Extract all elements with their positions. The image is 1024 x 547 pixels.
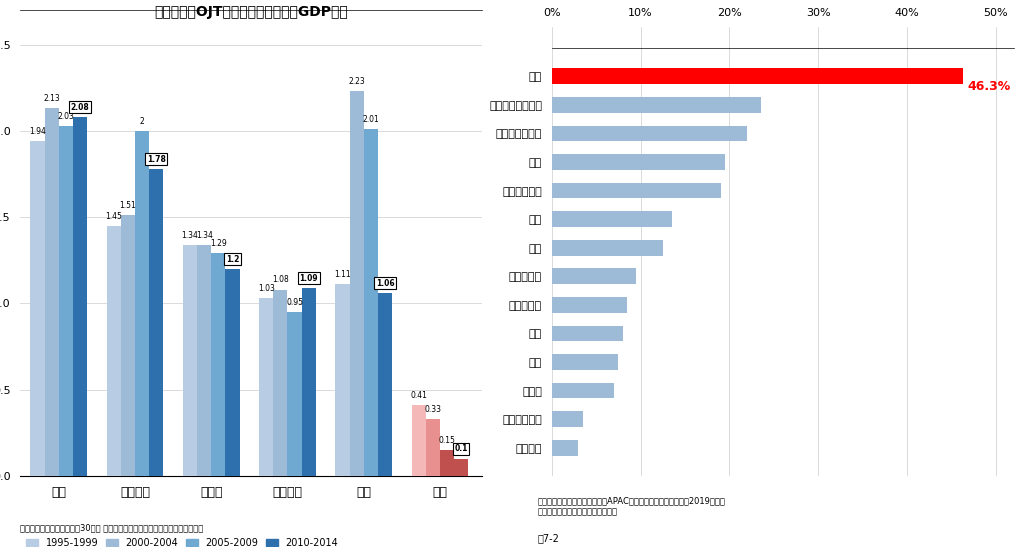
Bar <box>552 211 672 227</box>
Text: 2.13: 2.13 <box>43 94 60 103</box>
Bar <box>336 284 349 476</box>
Bar <box>211 253 225 476</box>
Bar <box>259 298 273 476</box>
Text: 2.08: 2.08 <box>71 103 89 112</box>
Title: 人材投資（OJT以外）の国際比較（GDP比）: 人材投資（OJT以外）の国際比較（GDP比） <box>155 5 348 19</box>
Legend: 1995-1999, 2000-2004, 2005-2009, 2010-2014: 1995-1999, 2000-2004, 2005-2009, 2010-20… <box>23 534 342 547</box>
Text: 1.09: 1.09 <box>299 274 318 283</box>
Bar <box>183 245 197 476</box>
Text: 1.11: 1.11 <box>334 270 351 279</box>
Bar <box>552 440 579 456</box>
Bar <box>106 226 121 476</box>
Bar <box>552 126 748 141</box>
Bar <box>135 131 150 476</box>
Bar <box>364 129 378 476</box>
Text: 1.51: 1.51 <box>120 201 136 210</box>
Bar <box>73 117 87 476</box>
Bar <box>552 97 761 113</box>
Bar <box>455 458 468 476</box>
Bar <box>412 405 426 476</box>
Bar <box>552 325 623 341</box>
Bar <box>552 383 614 398</box>
Bar <box>31 141 44 476</box>
Bar <box>225 269 240 476</box>
Bar <box>302 288 315 476</box>
Text: 1.06: 1.06 <box>376 279 394 288</box>
Bar <box>288 312 302 476</box>
Text: 資7-2: 資7-2 <box>538 533 559 544</box>
Text: 0.1: 0.1 <box>455 445 468 453</box>
Bar <box>552 68 964 84</box>
Bar <box>44 108 58 476</box>
Bar <box>552 411 583 427</box>
Text: 0.41: 0.41 <box>411 391 427 400</box>
Text: 1.29: 1.29 <box>210 239 226 248</box>
Bar <box>273 289 288 476</box>
Bar <box>150 169 163 476</box>
Bar <box>552 154 725 170</box>
Text: 2.03: 2.03 <box>57 112 74 120</box>
Text: 1.34: 1.34 <box>196 230 213 240</box>
Bar <box>552 240 663 255</box>
Bar <box>552 183 721 199</box>
Text: 0.33: 0.33 <box>424 405 441 414</box>
Text: 0.95: 0.95 <box>286 298 303 307</box>
Bar <box>58 126 73 476</box>
Text: （出所）厚生労働省「平成30年版 労働経済の分析」を基に経済産業省が作成。: （出所）厚生労働省「平成30年版 労働経済の分析」を基に経済産業省が作成。 <box>20 523 204 533</box>
Bar <box>426 419 440 476</box>
Text: 2.01: 2.01 <box>362 115 379 124</box>
Bar <box>121 216 135 476</box>
Text: 1.2: 1.2 <box>225 255 240 264</box>
Bar <box>440 450 455 476</box>
Text: 1.34: 1.34 <box>181 230 199 240</box>
Bar <box>197 245 211 476</box>
Bar <box>552 297 628 313</box>
Text: 46.3%: 46.3% <box>968 80 1011 93</box>
Text: 1.03: 1.03 <box>258 284 274 293</box>
Text: 1.45: 1.45 <box>105 212 122 220</box>
Text: 1.08: 1.08 <box>272 275 289 284</box>
Text: 2.23: 2.23 <box>348 77 365 86</box>
Bar <box>378 293 392 476</box>
Bar <box>552 269 636 284</box>
Text: 2: 2 <box>139 117 144 126</box>
Text: 0.15: 0.15 <box>438 436 456 445</box>
Text: 1.78: 1.78 <box>146 155 166 164</box>
Text: 1.94: 1.94 <box>29 127 46 136</box>
Bar <box>349 91 364 476</box>
Text: （出所）パーソル総合研究所「APAC就業実態・成長意識調査（2019年）」
　　　　を基に経済産業省が作成。: （出所）パーソル総合研究所「APAC就業実態・成長意識調査（2019年）」 を基… <box>538 497 725 516</box>
Bar <box>552 354 618 370</box>
